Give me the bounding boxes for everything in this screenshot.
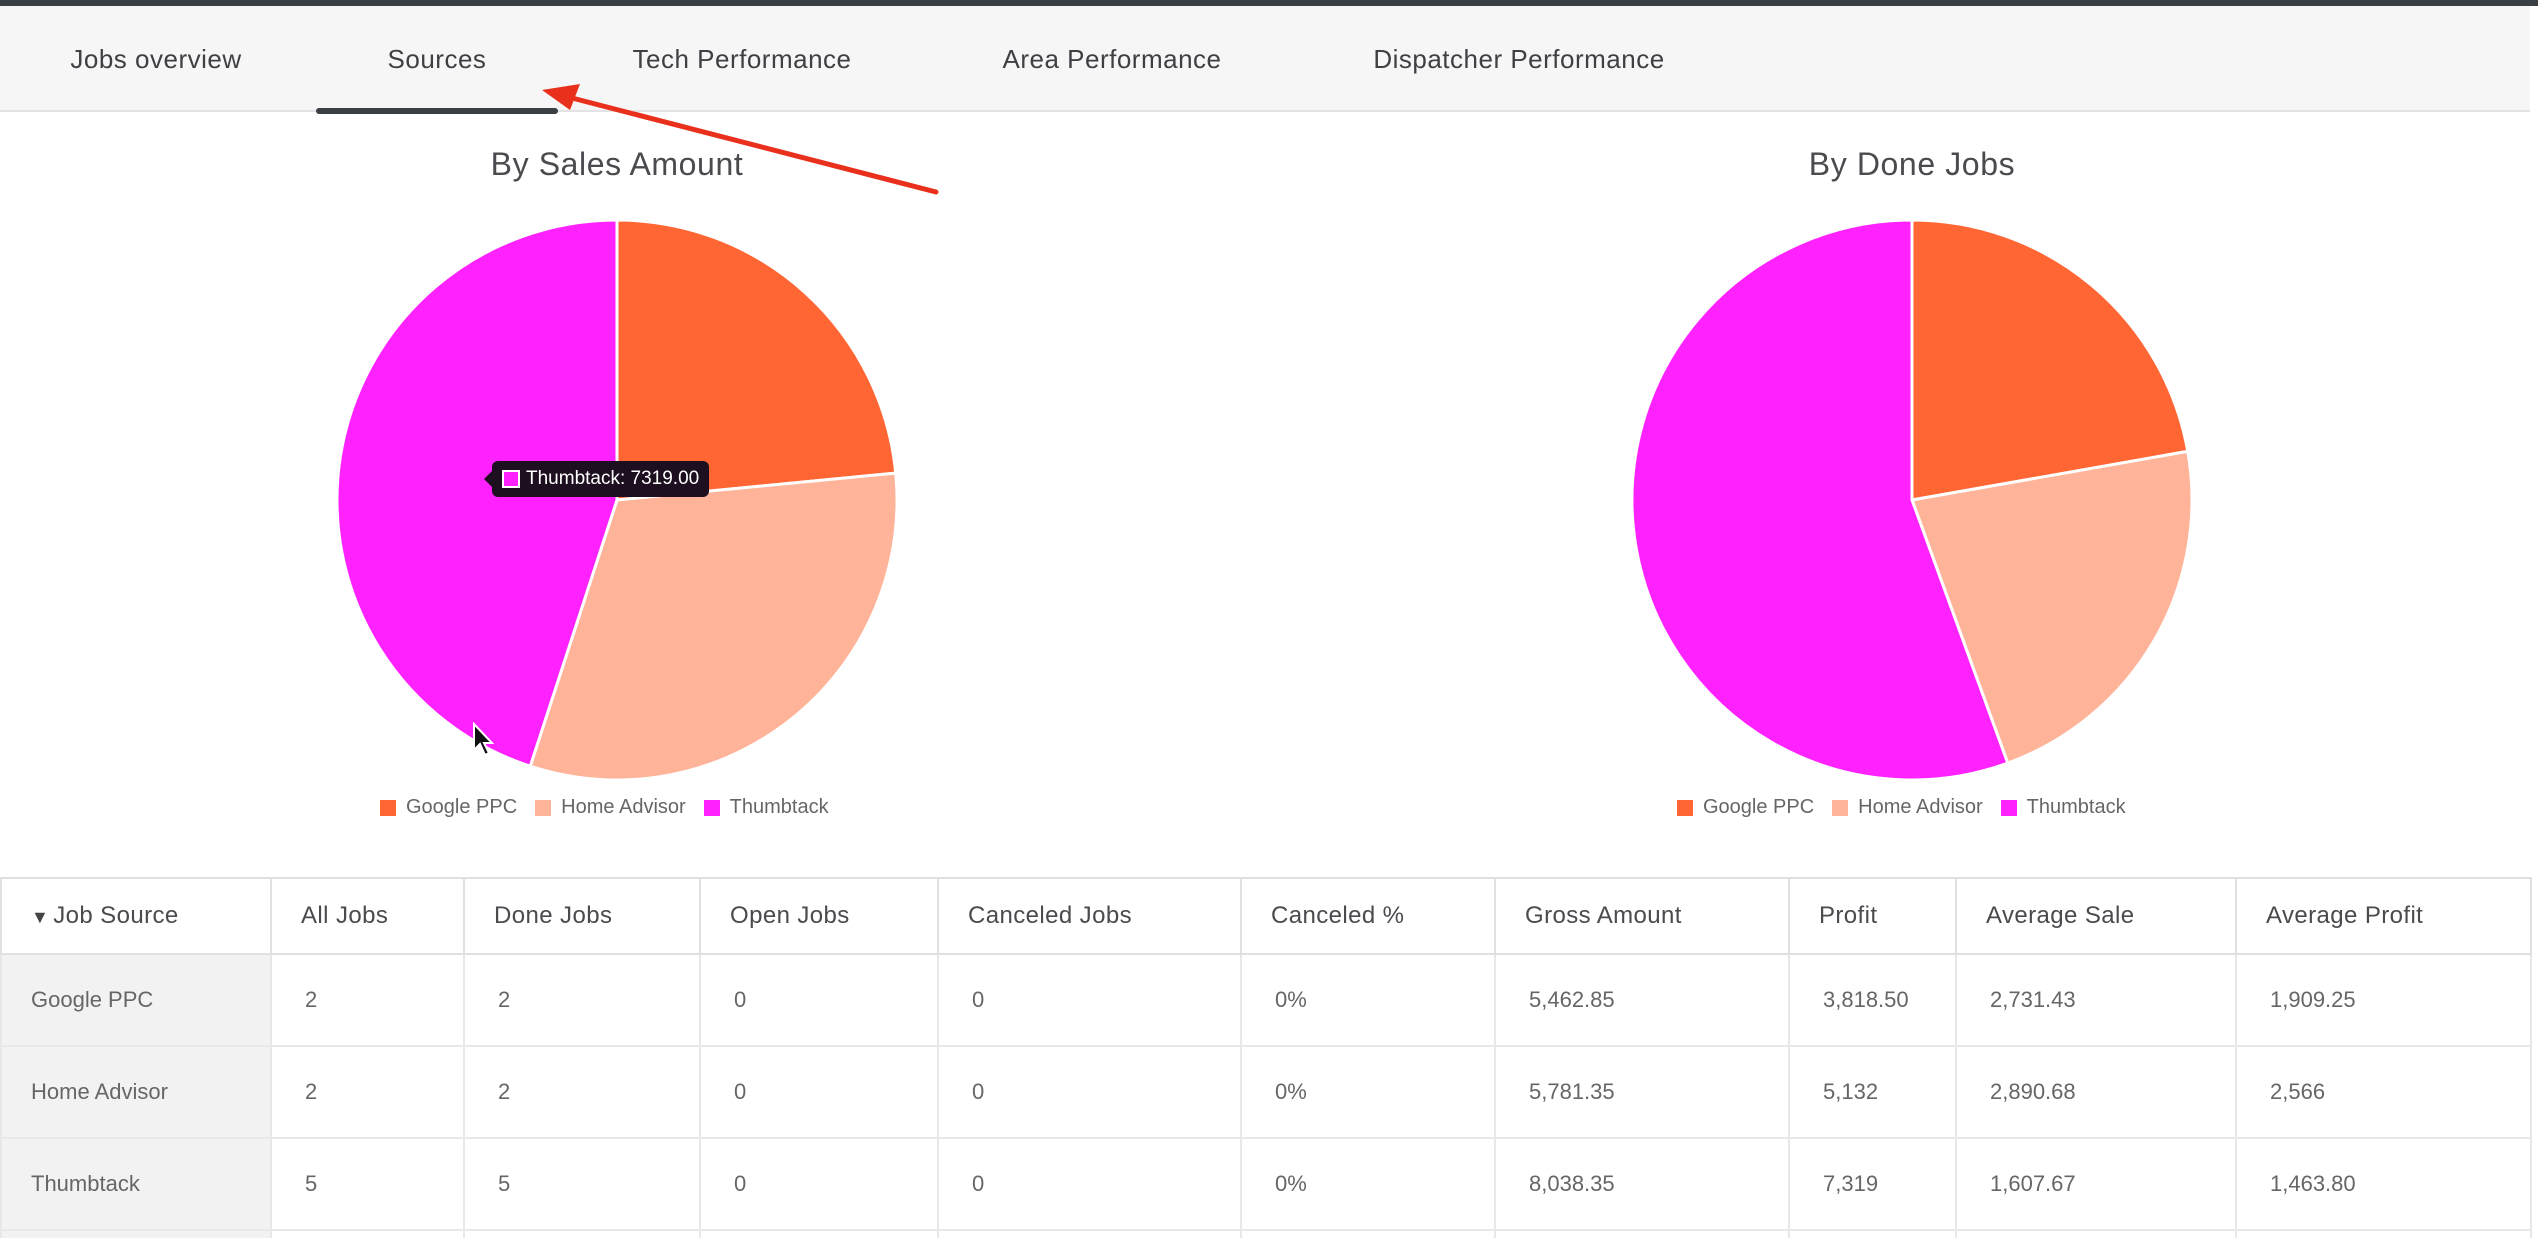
table-cell: 0 bbox=[699, 1137, 939, 1231]
pie-slice-google-ppc[interactable] bbox=[615, 218, 898, 502]
pie-slice-thumbtack[interactable] bbox=[1630, 218, 2010, 782]
table-cell: 0% bbox=[1240, 1137, 1496, 1231]
table-cell-source: Google PPC bbox=[0, 953, 272, 1047]
table-cell: 0 bbox=[937, 1045, 1242, 1139]
table-row: Home Advisor 2 2 0 0 0% 5,781.35 5,132 2,890.68 2… bbox=[0, 1045, 2532, 1139]
report-tabs: Jobs overview Sources Tech Performance A… bbox=[0, 6, 2530, 114]
tab-area-performance[interactable]: Area Performance bbox=[1002, 43, 1222, 74]
legend-label: Google PPC bbox=[1703, 796, 1815, 818]
column-header-average-profit[interactable]: Average Profit bbox=[2235, 877, 2532, 955]
tab-tech-performance[interactable]: Tech Performance bbox=[632, 43, 852, 74]
table-cell bbox=[463, 1229, 701, 1238]
sort-desc-icon[interactable]: ▼ bbox=[31, 907, 50, 927]
table-cell bbox=[2235, 1229, 2532, 1238]
table-cell: 5 bbox=[270, 1137, 465, 1231]
pie-chart-done-jobs bbox=[1630, 218, 2194, 782]
table-cell: 0 bbox=[937, 953, 1242, 1047]
pie-chart-sales-amount bbox=[335, 218, 899, 782]
legend-swatch bbox=[2000, 799, 2017, 816]
table-cell bbox=[1494, 1229, 1790, 1238]
chart-title-sales-amount: By Sales Amount bbox=[490, 146, 744, 182]
legend-item-thumbtack[interactable]: Thumbtack bbox=[703, 796, 829, 819]
table-cell bbox=[699, 1229, 939, 1238]
legend-done-jobs: Google PPC Home Advisor Thumbtack bbox=[1677, 796, 2126, 819]
pie-slice-google-ppc[interactable] bbox=[1910, 218, 2190, 502]
table-cell: 2 bbox=[270, 953, 465, 1047]
table-cell: 2,731.43 bbox=[1955, 953, 2237, 1047]
legend-label: Home Advisor bbox=[1858, 796, 1983, 818]
legend-sales-amount: Google PPC Home Advisor Thumbtack bbox=[380, 796, 829, 819]
table-cell: 5,781.35 bbox=[1494, 1045, 1790, 1139]
column-header-job-source[interactable]: ▼ Job Source bbox=[0, 877, 272, 955]
tab-sources[interactable]: Sources bbox=[316, 6, 558, 114]
tab-jobs-overview[interactable]: Jobs overview bbox=[70, 43, 242, 74]
table-row: Google PPC 2 2 0 0 0% 5,462.85 3,818.50 2,731.43… bbox=[0, 953, 2532, 1047]
table-cell: 2 bbox=[463, 953, 701, 1047]
legend-swatch bbox=[380, 799, 396, 816]
table-cell: 0% bbox=[1240, 953, 1496, 1047]
table-cell: 0 bbox=[699, 953, 939, 1047]
table-cell bbox=[937, 1229, 1242, 1238]
legend-item-home-advisor[interactable]: Home Advisor bbox=[535, 796, 686, 819]
legend-swatch bbox=[1832, 799, 1849, 816]
column-header-done-jobs[interactable]: Done Jobs bbox=[463, 877, 701, 955]
legend-item-google-ppc[interactable]: Google PPC bbox=[1677, 796, 1814, 819]
table-cell bbox=[270, 1229, 465, 1238]
table-cell: 5,462.85 bbox=[1494, 953, 1790, 1047]
top-bar bbox=[0, 0, 2538, 6]
table-cell: 3,818.50 bbox=[1788, 953, 1957, 1047]
table-cell: 2 bbox=[463, 1045, 701, 1139]
mouse-cursor-icon bbox=[473, 722, 495, 757]
table-cell: 1,909.25 bbox=[2235, 953, 2532, 1047]
sources-table: ▼ Job Source All Jobs Done Jobs Open Jobs… bbox=[0, 877, 2532, 1238]
table-row: Thumbtack 5 5 0 0 0% 8,038.35 7,319 1,607.67 1,46… bbox=[0, 1137, 2532, 1231]
legend-label: Home Advisor bbox=[561, 796, 686, 818]
table-cell: 0 bbox=[699, 1045, 939, 1139]
chart-tooltip: Thumbtack: 7319.00 bbox=[483, 461, 710, 497]
table-row-partial bbox=[0, 1229, 2532, 1238]
legend-item-google-ppc[interactable]: Google PPC bbox=[380, 796, 517, 819]
table-cell: 1,607.67 bbox=[1955, 1137, 2237, 1231]
table-cell: 5 bbox=[463, 1137, 701, 1231]
column-header-canceled-percent[interactable]: Canceled % bbox=[1240, 877, 1496, 955]
table-cell-source: Thumbtack bbox=[0, 1137, 272, 1231]
tooltip-label: Thumbtack: 7319.00 bbox=[526, 468, 700, 489]
legend-item-thumbtack[interactable]: Thumbtack bbox=[2000, 796, 2126, 819]
column-header-open-jobs[interactable]: Open Jobs bbox=[699, 877, 939, 955]
table-cell: 1,463.80 bbox=[2235, 1137, 2532, 1231]
column-header-canceled-jobs[interactable]: Canceled Jobs bbox=[937, 877, 1242, 955]
legend-swatch bbox=[1677, 799, 1693, 816]
pie-slice-thumbtack[interactable] bbox=[335, 218, 619, 769]
table-cell: 0 bbox=[937, 1137, 1242, 1231]
legend-label: Thumbtack bbox=[2026, 796, 2126, 818]
pie-slice-home-advisor[interactable] bbox=[528, 471, 899, 782]
tooltip-swatch bbox=[502, 470, 520, 488]
table-cell: 2,566 bbox=[2235, 1045, 2532, 1139]
table-cell bbox=[1788, 1229, 1957, 1238]
legend-swatch bbox=[535, 799, 552, 816]
legend-label: Google PPC bbox=[406, 796, 518, 818]
table-cell: 2 bbox=[270, 1045, 465, 1139]
table-cell: 2,890.68 bbox=[1955, 1045, 2237, 1139]
legend-swatch bbox=[703, 799, 720, 816]
legend-item-home-advisor[interactable]: Home Advisor bbox=[1832, 796, 1983, 819]
column-header-average-sale[interactable]: Average Sale bbox=[1955, 877, 2237, 955]
table-cell bbox=[0, 1229, 272, 1238]
column-header-profit[interactable]: Profit bbox=[1788, 877, 1957, 955]
table-cell bbox=[1240, 1229, 1496, 1238]
table-cell: 5,132 bbox=[1788, 1045, 1957, 1139]
table-header-row: ▼ Job Source All Jobs Done Jobs Open Jobs… bbox=[0, 877, 2532, 955]
column-header-gross-amount[interactable]: Gross Amount bbox=[1494, 877, 1790, 955]
pie-slice-home-advisor[interactable] bbox=[1909, 449, 2194, 766]
table-cell: 7,319 bbox=[1788, 1137, 1957, 1231]
table-cell: 8,038.35 bbox=[1494, 1137, 1790, 1231]
table-cell: 0% bbox=[1240, 1045, 1496, 1139]
legend-label: Thumbtack bbox=[729, 796, 829, 818]
tab-dispatcher-performance[interactable]: Dispatcher Performance bbox=[1373, 43, 1665, 74]
column-header-all-jobs[interactable]: All Jobs bbox=[270, 877, 465, 955]
chart-title-done-jobs: By Done Jobs bbox=[1808, 146, 2016, 182]
table-cell bbox=[1955, 1229, 2237, 1238]
table-cell-source: Home Advisor bbox=[0, 1045, 272, 1139]
